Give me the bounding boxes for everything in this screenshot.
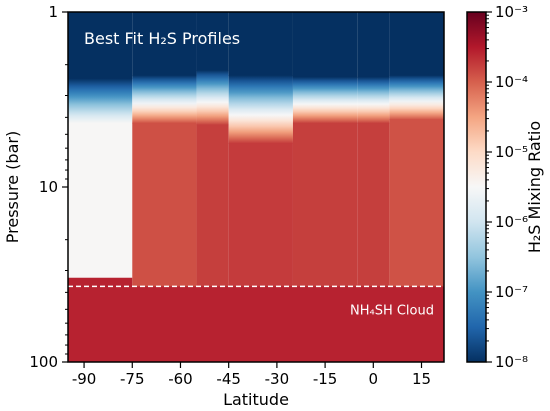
x-tick-label: -15 (313, 370, 338, 388)
cell-top-3 (228, 12, 293, 76)
x-tick-label: -30 (265, 370, 290, 388)
x-tick-label: -45 (216, 370, 241, 388)
x-tick-label: -90 (72, 370, 97, 388)
y-tick-label: 1 (48, 3, 58, 21)
y-axis-title: Pressure (bar) (3, 131, 22, 243)
cell-transition-6 (389, 75, 444, 120)
cell-upper-0 (68, 122, 133, 279)
cell-upper-1 (132, 122, 197, 285)
cell-top-4 (292, 12, 358, 78)
colorbar-tick-label: 10⁻⁴ (495, 73, 528, 91)
cell-upper-2 (196, 124, 229, 285)
cell-transition-2 (196, 70, 229, 126)
cell-top-2 (196, 12, 229, 71)
heatmap-cells (68, 12, 444, 362)
cell-upper-5 (357, 122, 390, 285)
colorbar-tick-label: 10⁻³ (495, 3, 528, 21)
colorbar-axis: 10⁻⁸ 10⁻⁷ 10⁻⁶ 10⁻⁵ 10⁻⁴ 10⁻³ (486, 3, 528, 371)
cell-top-1 (132, 12, 197, 76)
x-tick-label: 0 (369, 370, 379, 388)
cell-top-5 (357, 12, 390, 78)
x-axis: -90 -75 -60 -45 -30 -15 0 15 (72, 362, 431, 388)
cell-top-0 (68, 12, 133, 80)
x-tick-label: -75 (120, 370, 145, 388)
x-tick-label: 15 (412, 370, 431, 388)
y-axis: 1 10 100 (29, 3, 68, 371)
x-tick-label: -60 (168, 370, 193, 388)
colorbar-title: H₂S Mixing Ratio (525, 121, 544, 253)
cell-upper-3 (228, 142, 293, 285)
cell-transition-4 (292, 76, 358, 124)
cloud-label: NH₄SH Cloud (350, 303, 434, 318)
colorbar-tick-label: 10⁻⁷ (495, 283, 528, 301)
y-tick-label: 100 (29, 353, 58, 371)
colorbar (466, 11, 487, 363)
cell-transition-1 (132, 75, 197, 124)
cell-upper-6 (389, 119, 444, 285)
colorbar-tick-label: 10⁻⁶ (495, 213, 528, 231)
cell-transition-3 (228, 75, 293, 144)
chart-title: Best Fit H₂S Profiles (84, 29, 240, 48)
colorbar-tick-label: 10⁻⁵ (495, 143, 528, 161)
cell-top-6 (389, 12, 444, 76)
y-tick-label: 10 (39, 178, 58, 196)
cell-upper-4 (292, 122, 358, 285)
cell-transition-0 (68, 78, 133, 124)
x-axis-title: Latitude (223, 390, 289, 409)
colorbar-tick-label: 10⁻⁸ (495, 353, 528, 371)
cell-deep-layer (68, 286, 444, 362)
cell-transition-5 (357, 76, 390, 124)
